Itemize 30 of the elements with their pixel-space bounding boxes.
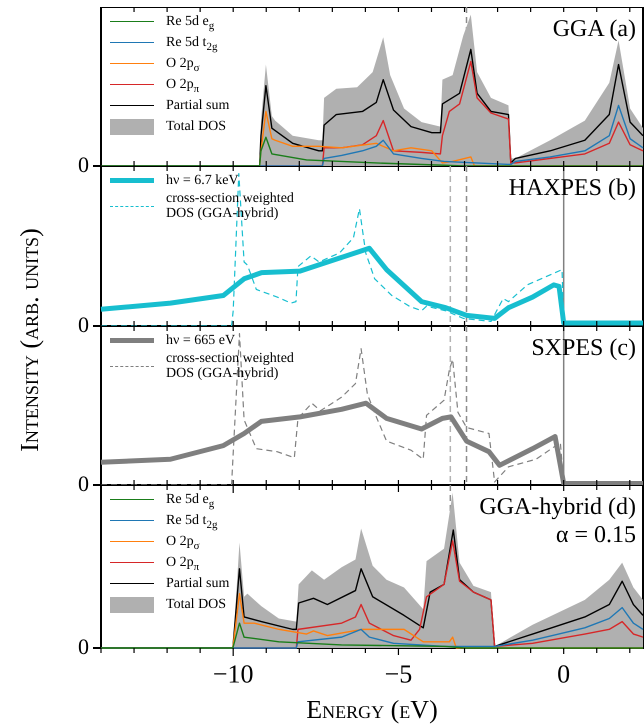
legend-label: Re 5d t$_{2g}$: [166, 35, 218, 53]
chart-title: HAXPES (b): [508, 174, 636, 202]
legend-label: hν = 665 eV: [166, 333, 236, 348]
legend-label: Partial sum: [166, 98, 230, 113]
legend-label: cross-section weighted DOS (GGA-hybrid): [166, 351, 295, 381]
text: 0: [78, 634, 89, 659]
x-tick-label: −5: [384, 659, 412, 688]
legend-label: Partial sum: [166, 576, 230, 591]
y-axis-title: Intensity (arb. units): [15, 228, 45, 452]
legend-label: hν = 6.7 keV: [166, 173, 239, 188]
legend-label: Total DOS: [166, 597, 226, 612]
legend-label: Re 5d e$_{g}$: [166, 492, 214, 510]
text: 0: [78, 312, 89, 337]
legend-label: cross-section weighted DOS (GGA-hybrid): [166, 191, 295, 221]
text: 0: [78, 470, 89, 496]
legend-label: O 2p$_{σ}$: [166, 534, 200, 552]
legend-label: O 2p$_{σ}$: [166, 56, 200, 74]
chart-title: GGA-hybrid (d): [479, 494, 636, 520]
chart-title: SXPES (c): [531, 334, 636, 362]
legend-label: Total DOS: [166, 119, 226, 134]
legend-label: O 2p$_{π}$: [166, 555, 200, 573]
chart-title: GGA (a): [552, 15, 636, 43]
x-tick-label: −10: [212, 659, 254, 688]
text: α = 0.15: [556, 522, 636, 548]
text: 0: [78, 152, 89, 177]
x-axis-title: Energy (eV): [306, 695, 438, 725]
legend-label: Re 5d t$_{2g}$: [166, 513, 218, 531]
x-tick-label: 0: [557, 659, 570, 688]
legend-label: O 2p$_{π}$: [166, 77, 200, 95]
legend-label: Re 5d e$_{g}$: [166, 14, 214, 32]
